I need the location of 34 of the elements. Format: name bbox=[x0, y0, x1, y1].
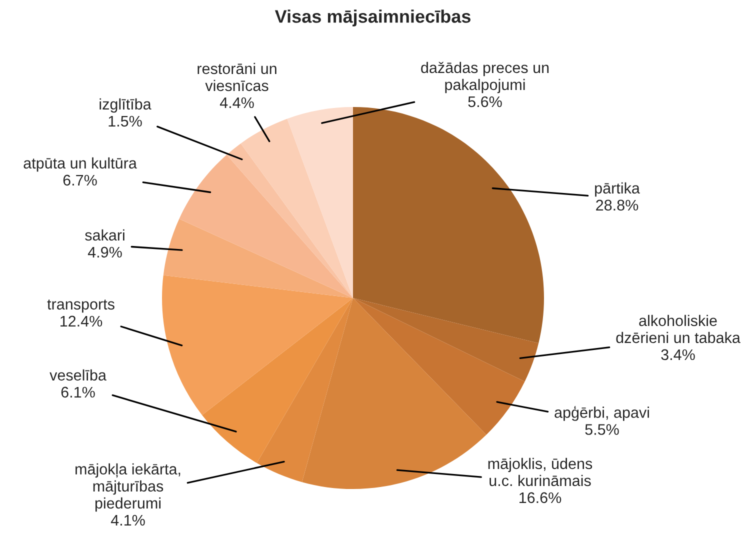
data-label: 4.4% bbox=[220, 97, 254, 108]
data-label: 5.6% bbox=[468, 96, 502, 108]
slice-label: transports bbox=[47, 300, 114, 313]
data-label: 5.5% bbox=[585, 424, 619, 435]
data-label: 1.5% bbox=[108, 116, 142, 127]
slice-label: atpūta un kultūra bbox=[24, 157, 137, 172]
data-label: 6.1% bbox=[61, 386, 95, 398]
data-label: 28.8% bbox=[596, 200, 638, 211]
slice-label: restorāni un viesnīcas bbox=[198, 62, 276, 92]
slice-label: apģērbi, apavi bbox=[554, 406, 649, 421]
pie-slice bbox=[163, 218, 353, 298]
pie-slice bbox=[353, 298, 539, 382]
slice-label: sakari bbox=[85, 229, 124, 241]
data-label: 4.9% bbox=[88, 246, 122, 258]
pie-slice bbox=[287, 107, 353, 298]
slice-label: mājoklis, ūdens u.c. kurināmais bbox=[488, 458, 592, 486]
data-label: 16.6% bbox=[520, 492, 562, 504]
pie-slice bbox=[353, 107, 544, 344]
pie-slice bbox=[162, 275, 353, 416]
data-label: 3.4% bbox=[661, 349, 695, 360]
data-label: 6.7% bbox=[63, 174, 97, 186]
slice-label: mājokļa iekārta, mājturības piederumi bbox=[76, 463, 180, 512]
slice-label: izglītība bbox=[100, 98, 152, 113]
pie-slice bbox=[179, 154, 353, 298]
slice-label: veselība bbox=[50, 369, 106, 381]
pie-slice bbox=[353, 298, 525, 435]
chart-title: Visas mājsaimniecības bbox=[274, 10, 470, 26]
data-label: 12.4% bbox=[60, 316, 102, 327]
pie-slice bbox=[226, 143, 353, 298]
slice-label: alkoholiskie dzērieni un tabaka bbox=[616, 314, 740, 344]
slice-label: dažādas preces un pakalpojumi bbox=[421, 62, 549, 94]
data-label: 4.1% bbox=[110, 514, 145, 526]
slice-label: pārtika bbox=[595, 182, 640, 197]
pie-slice bbox=[240, 118, 353, 298]
